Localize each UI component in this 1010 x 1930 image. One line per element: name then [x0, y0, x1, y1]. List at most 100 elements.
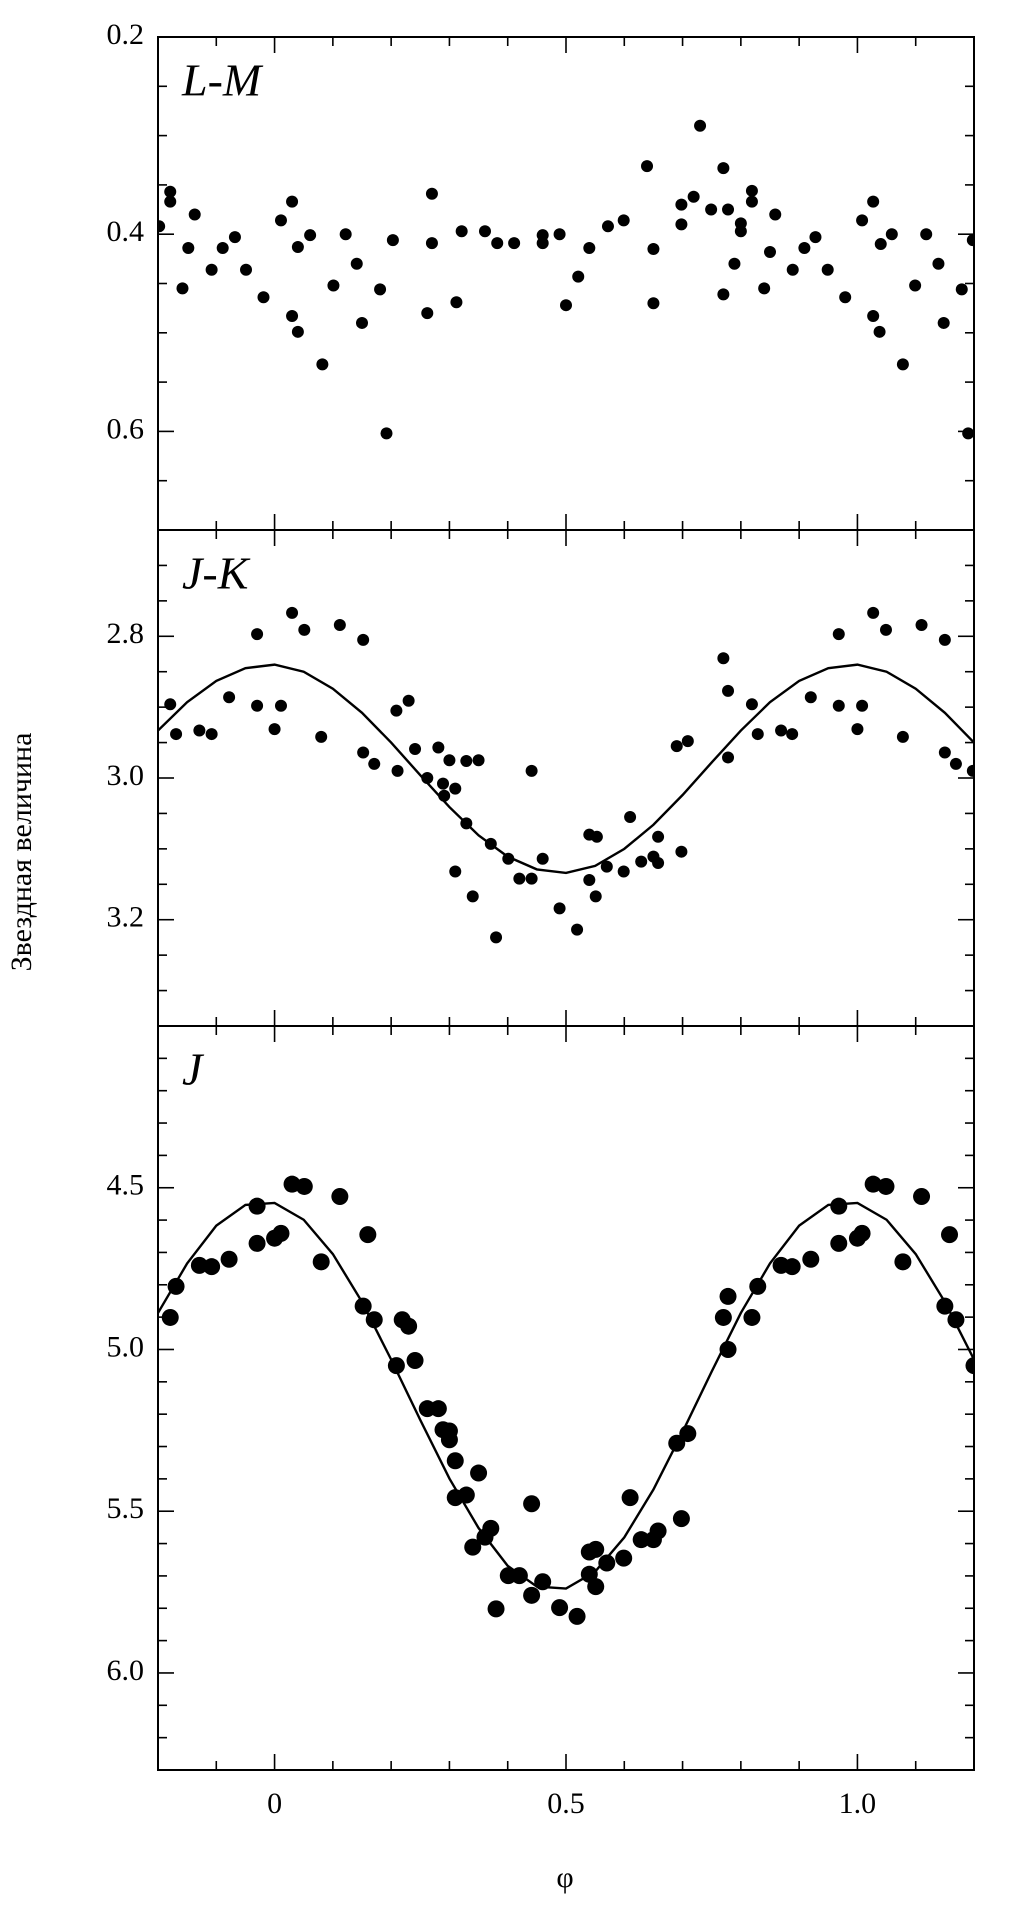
panel: 2.8 3.0 3.2 J-K — [107, 529, 975, 1027]
data-point — [390, 704, 403, 717]
y-tick-label: 5.5 — [107, 1492, 145, 1525]
data-point — [937, 316, 950, 329]
data-point — [856, 214, 869, 227]
panel-title: L-M — [181, 55, 264, 106]
y-tick-label: 2.8 — [107, 617, 145, 650]
plot-area — [158, 1175, 974, 1625]
data-point — [272, 1224, 290, 1242]
data-point — [460, 754, 473, 767]
data-point — [947, 1311, 965, 1329]
y-tick-label: 6.0 — [107, 1654, 145, 1687]
data-point — [421, 772, 434, 784]
data-point — [216, 242, 229, 255]
y-tick-label: 0.2 — [107, 18, 145, 51]
data-point — [482, 1519, 500, 1537]
data-point — [354, 1297, 372, 1315]
data-point — [873, 325, 886, 338]
data-point — [885, 228, 898, 241]
data-point — [649, 1522, 667, 1540]
data-point — [722, 684, 735, 697]
data-point — [679, 1425, 697, 1443]
data-point — [966, 764, 974, 777]
data-point — [316, 358, 329, 371]
data-point — [350, 257, 363, 270]
data-point — [745, 184, 758, 197]
data-point — [804, 691, 817, 704]
y-tick-label: 0.6 — [107, 412, 145, 445]
data-point — [391, 764, 404, 777]
data-point — [965, 1357, 974, 1375]
data-point — [932, 257, 945, 270]
data-point — [798, 242, 811, 255]
data-point — [568, 1607, 586, 1625]
data-point — [536, 852, 549, 865]
data-point — [830, 1197, 848, 1215]
data-point — [617, 214, 630, 227]
data-point — [583, 242, 596, 255]
data-point — [598, 1554, 616, 1572]
data-point — [223, 691, 236, 704]
data-point — [694, 119, 707, 132]
data-point — [641, 160, 654, 173]
data-point — [402, 694, 415, 707]
data-point — [670, 740, 683, 753]
data-point — [681, 735, 694, 748]
data-point — [400, 1317, 418, 1335]
data-point — [523, 1586, 541, 1604]
data-point — [228, 231, 241, 244]
data-point — [491, 237, 504, 250]
data-point — [470, 1464, 488, 1482]
y-tick-label: 3.2 — [107, 901, 145, 934]
data-point — [635, 855, 648, 868]
data-point — [286, 310, 299, 323]
y-tick-label: 0.4 — [107, 215, 145, 248]
data-point — [274, 699, 287, 712]
data-point — [938, 746, 951, 759]
data-point — [203, 1258, 221, 1276]
data-point — [368, 757, 381, 770]
panel-title: J — [182, 1044, 205, 1095]
data-point — [802, 1250, 820, 1268]
data-point — [304, 229, 317, 242]
data-point — [440, 1422, 458, 1440]
data-point — [457, 1486, 475, 1504]
data-point — [867, 310, 880, 323]
data-point — [675, 218, 688, 231]
panel: 0.2 0.4 0.6 L-M — [107, 18, 975, 531]
panel-frame — [157, 36, 975, 531]
data-point — [257, 291, 270, 304]
data-point — [190, 1256, 208, 1274]
data-point — [851, 723, 864, 736]
data-point — [553, 902, 566, 915]
data-point — [853, 1224, 871, 1242]
fit-curve — [158, 663, 974, 875]
data-point — [647, 297, 660, 310]
data-point — [286, 606, 299, 619]
data-point — [909, 279, 922, 292]
panel: 0 0.5 1.0 4.5 5.0 5.5 6.0 J — [107, 1025, 975, 1820]
data-point — [587, 1578, 605, 1596]
data-point — [632, 1531, 650, 1549]
data-point — [164, 698, 177, 711]
data-point — [205, 263, 218, 276]
data-point — [357, 633, 370, 646]
data-point — [365, 1311, 383, 1329]
data-point — [783, 1258, 801, 1276]
y-tick-label: 5.0 — [107, 1330, 145, 1363]
data-point — [534, 1573, 552, 1591]
data-point — [745, 698, 758, 711]
data-point — [589, 890, 602, 903]
data-point — [167, 1277, 185, 1295]
data-point — [583, 874, 596, 887]
data-point — [867, 606, 880, 619]
data-point — [508, 237, 521, 250]
data-point — [647, 242, 660, 255]
panel-frame — [157, 1025, 975, 1771]
data-point — [327, 279, 340, 292]
data-point — [949, 757, 962, 770]
data-point — [786, 728, 799, 741]
plot-area — [158, 606, 974, 944]
data-point — [268, 723, 281, 736]
data-point — [734, 225, 747, 238]
data-point — [717, 652, 730, 665]
